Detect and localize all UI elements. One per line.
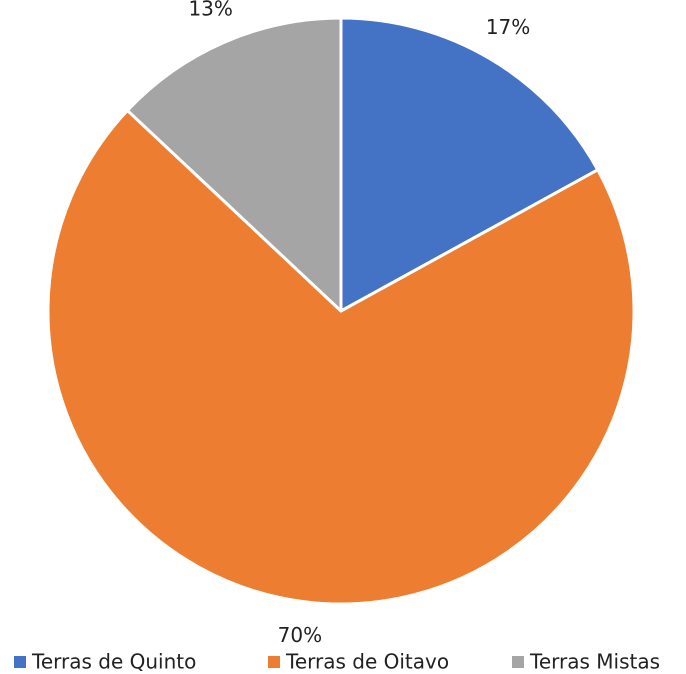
legend-label: Terras Mistas bbox=[529, 650, 660, 674]
pie-slice bbox=[339, 16, 600, 313]
pie-slice bbox=[46, 108, 636, 606]
legend-swatch bbox=[14, 656, 26, 668]
legend-swatch bbox=[268, 656, 280, 668]
data-label: 70% bbox=[278, 623, 322, 647]
data-label: 17% bbox=[486, 15, 530, 39]
legend-swatch bbox=[512, 656, 524, 668]
legend-label: Terras de Oitavo bbox=[285, 650, 449, 674]
legend-label: Terras de Quinto bbox=[31, 650, 196, 674]
data-label: 13% bbox=[188, 0, 232, 20]
pie-slice bbox=[125, 16, 343, 313]
